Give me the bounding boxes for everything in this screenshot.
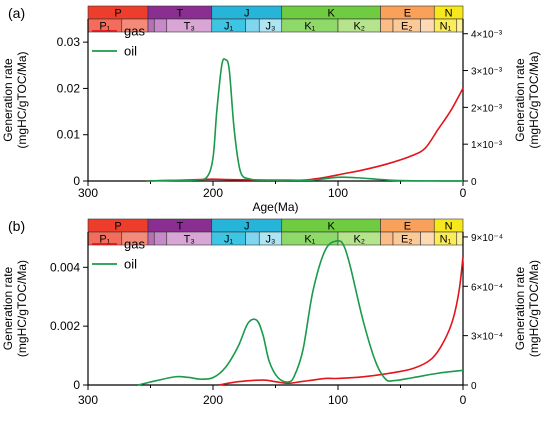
period-label: N [445,8,453,20]
right-y-tick-label: 3×10⁻³ [471,67,503,78]
epoch-box [380,18,394,33]
period-label: P [114,221,121,233]
right-y-axis-label: (mgHC/gTOC/Ma) [527,51,541,148]
left-y-tick-label: 0.004 [50,260,80,274]
legend-label-gas: gas [124,24,145,39]
epoch-label: J₁ [224,21,234,33]
epoch-label: E₂ [401,234,413,246]
epoch-box [147,231,155,246]
x-tick-label: 0 [460,186,467,200]
epoch-box [380,231,394,246]
right-y-tick-label: 1×10⁻³ [471,140,503,151]
epoch-label: K₂ [353,234,365,246]
epoch-label: P₁ [99,234,110,246]
right-y-tick-label: 0 [471,177,477,188]
period-label: K [327,221,335,233]
left-y-tick-label: 0.02 [57,81,81,95]
left-y-axis-label: Generation rate [1,266,15,350]
legend-label-gas: gas [124,237,145,252]
right-y-axis-label: Generation rate [513,266,527,350]
x-tick-label: 200 [203,393,223,407]
x-tick-label: 100 [328,393,348,407]
period-label: K [327,8,335,20]
epoch-label: N₁ [440,234,452,246]
right-y-axis-label: (mgHC/gTOC/Ma) [527,260,541,357]
epoch-label: N₁ [440,21,452,33]
x-tick-label: 200 [203,186,223,200]
series-line-oil [146,58,464,182]
left-y-tick-label: 0 [73,174,80,188]
right-y-axis-label: Generation rate [513,58,527,142]
right-y-tick-label: 3×10⁻⁴ [471,332,503,343]
period-label: J [244,221,250,233]
epoch-box [456,18,464,33]
series-line-gas [146,87,464,182]
panel-b: P T J K E NP₁ T₃ J₁ J₃ K₁ K₂ E₂ N₁(b)300 200 100 000.00… [1,218,541,407]
right-y-tick-label: 0 [471,381,477,392]
epoch-box [245,231,260,246]
epoch-label: J₁ [224,234,234,246]
epoch-box [456,231,464,246]
period-label: T [177,221,184,233]
panel-letter: (a) [8,5,25,21]
right-y-tick-label: 4×10⁻³ [471,30,503,41]
legend-label-oil: oil [124,257,137,272]
x-tick-label: 100 [328,186,348,200]
legend-label-oil: oil [124,44,137,59]
epoch-label: J₃ [266,234,276,246]
left-y-tick-label: 0.01 [57,128,81,142]
right-y-tick-label: 2×10⁻³ [471,103,503,114]
epoch-label: P₁ [99,21,110,33]
left-y-axis-label: (mgHC/gTOC/Ma) [15,51,29,148]
right-y-tick-label: 9×10⁻⁴ [471,233,503,244]
series-line-gas [219,256,464,386]
left-y-axis-label: (mgHC/gTOC/Ma) [15,260,29,357]
panel-a: P T J K E N P₁ T₃ J₁ J₃ K₁ K₂ E₂ N₁ (a) 300 200 100 0 Age(M… [1,5,541,214]
panel-letter: (b) [8,218,25,234]
period-label: P [114,8,121,20]
epoch-label: E₂ [401,21,413,33]
x-tick-label: 0 [460,393,467,407]
epoch-box [245,18,260,33]
epoch-label: T₃ [184,234,195,246]
period-label: E [404,221,411,233]
period-label: N [445,221,453,233]
left-y-axis-label: Generation rate [1,58,15,142]
epoch-box [153,231,168,246]
x-tick-label: 300 [78,186,98,200]
epoch-label: J₃ [266,21,276,33]
period-label: J [244,8,250,20]
epoch-label: K₁ [304,21,315,33]
left-y-tick-label: 0 [73,378,80,392]
period-label: E [404,8,411,20]
epoch-box [147,18,155,33]
left-y-tick-label: 0.03 [57,35,81,49]
epoch-label: T₃ [184,21,195,33]
right-y-tick-label: 6×10⁻⁴ [471,282,503,293]
period-label: T [177,8,184,20]
x-axis-label: Age(Ma) [252,200,298,214]
epoch-box [420,18,435,33]
x-tick-label: 300 [78,393,98,407]
epoch-label: K₂ [353,21,365,33]
epoch-label: K₁ [304,234,315,246]
left-y-tick-label: 0.002 [50,319,80,333]
series-line-oil [137,239,464,386]
epoch-box [420,231,435,246]
epoch-box [153,18,168,33]
